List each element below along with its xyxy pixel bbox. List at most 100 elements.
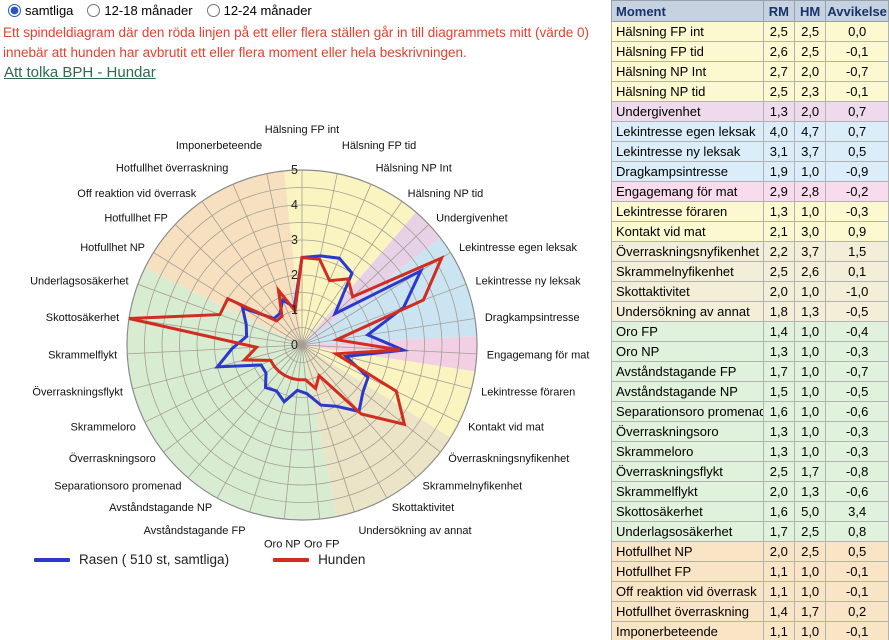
table-row: Skottaktivitet 2,0 1,0 -1,0 [611, 281, 889, 302]
radial-tick-label: 5 [291, 163, 298, 177]
cell-rm: 1,3 [762, 341, 795, 362]
axis-label: Hotfullhet FP [104, 213, 168, 225]
hunden-series-line [128, 255, 445, 427]
axis-label: Hälsning FP int [265, 124, 339, 136]
cell-moment: Skrammeloro [611, 441, 764, 462]
radio-input-12-18[interactable] [87, 4, 101, 17]
radio-input-12-24[interactable] [206, 4, 220, 17]
radial-tick-label: 2 [291, 268, 298, 282]
cell-rm: 2,0 [762, 541, 795, 562]
cell-moment: Hälsning FP int [611, 21, 764, 42]
axis-spoke [301, 224, 430, 346]
table-row: Avståndstagande NP 1,5 1,0 -0,5 [611, 381, 889, 402]
cell-moment: Imponerbeteende [611, 621, 764, 640]
cell-avvikelse: -0,1 [825, 561, 889, 582]
axis-label: Överraskningsoro [69, 453, 156, 465]
cell-avvikelse: -0,9 [825, 161, 889, 182]
cell-hm: 1,0 [793, 161, 827, 182]
axis-label: Lekintresse ny leksak [475, 276, 581, 288]
cell-moment: Skottosäkerhet [611, 501, 764, 522]
cell-hm: 1,7 [793, 601, 827, 622]
table-row: Hälsning NP tid 2,5 2,3 -0,1 [611, 81, 889, 102]
radial-tick-label: 0 [291, 338, 298, 352]
radio-input-samtliga[interactable] [8, 4, 21, 17]
axis-label: Oro FP [304, 539, 339, 550]
axis-spoke [301, 344, 321, 520]
cell-avvikelse: 0,2 [825, 601, 889, 622]
axis-label: Skrammeloro [70, 421, 135, 433]
radio-option-12-18[interactable]: 12-18 månader [87, 3, 193, 18]
axis-spoke [128, 318, 303, 346]
cell-hm: 1,0 [793, 421, 827, 442]
cell-avvikelse: 0,8 [825, 521, 889, 542]
table-row: Hälsning NP Int 2,7 2,0 -0,7 [611, 61, 889, 82]
cell-hm: 2,5 [793, 521, 827, 542]
table-row: Hotfullhet överraskning 1,4 1,7 0,2 [611, 601, 889, 622]
table-row: Överraskningsnyfikenhet 2,2 3,7 1,5 [611, 241, 889, 262]
axis-label: Avståndstagande FP [144, 525, 246, 537]
cell-moment: Engagemang för mat [611, 181, 764, 202]
cell-hm: 5,0 [793, 501, 827, 522]
cell-rm: 1,4 [762, 601, 795, 622]
cell-avvikelse: 0,0 [825, 21, 889, 42]
cell-hm: 2,5 [793, 21, 827, 42]
axis-label: Separationsoro promenad [54, 480, 181, 492]
axis-label: Avståndstagande NP [109, 502, 212, 514]
cell-avvikelse: -0,7 [825, 61, 889, 82]
table-row: Överraskningsoro 1,3 1,0 -0,3 [611, 421, 889, 442]
axis-spoke [301, 344, 441, 453]
axis-spoke [201, 201, 303, 346]
cell-hm: 1,0 [793, 381, 827, 402]
bph-info-link[interactable]: Att tolka BPH - Hundar [4, 64, 156, 81]
table-row: Separationsoro promenad 1,6 1,0 -0,6 [611, 401, 889, 422]
axis-spoke [232, 184, 303, 346]
header-rm: RM [762, 0, 795, 22]
cell-moment: Avståndstagande FP [611, 361, 764, 382]
cell-hm: 2,5 [793, 41, 827, 62]
cell-avvikelse: 0,7 [825, 121, 889, 142]
table-row: Skrammelnyfikenhet 2,5 2,6 0,1 [611, 261, 889, 282]
cell-hm: 2,3 [793, 81, 827, 102]
cell-rm: 1,6 [762, 501, 795, 522]
axis-label: Skottaktivitet [392, 502, 454, 514]
radio-label: 12-24 månader [223, 3, 312, 18]
axis-spoke [301, 184, 372, 346]
legend-label-rasen: Rasen ( 510 st, samtliga) [79, 552, 230, 567]
cell-moment: Lekintresse ny leksak [611, 141, 764, 162]
cell-moment: Hotfullhet NP [611, 541, 764, 562]
radio-option-samtliga[interactable]: samtliga [8, 3, 73, 18]
cell-avvikelse: -0,1 [825, 581, 889, 602]
radial-tick-label: 4 [291, 198, 298, 212]
cell-rm: 1,7 [762, 521, 795, 542]
table-row: Off reaktion vid överrask 1,1 1,0 -0,1 [611, 581, 889, 602]
cell-rm: 2,5 [762, 461, 795, 482]
cell-avvikelse: 3,4 [825, 501, 889, 522]
cell-hm: 1,7 [793, 461, 827, 482]
cell-rm: 2,6 [762, 41, 795, 62]
cell-rm: 2,7 [762, 61, 795, 82]
cell-hm: 3,7 [793, 141, 827, 162]
cell-avvikelse: -0,6 [825, 481, 889, 502]
axis-spoke [127, 344, 303, 355]
cell-avvikelse: -0,1 [825, 41, 889, 62]
radio-label: samtliga [25, 3, 74, 18]
cell-hm: 4,7 [793, 121, 827, 142]
cell-hm: 1,0 [793, 201, 827, 222]
cell-rm: 2,5 [762, 21, 795, 42]
cell-hm: 1,0 [793, 321, 827, 342]
warning-line-2: innebär att hunden har avbrutit ett elle… [3, 45, 467, 61]
table-row: Kontakt vid mat 2,1 3,0 0,9 [611, 221, 889, 242]
table-row: Undersökning av annat 1,8 1,3 -0,5 [611, 301, 889, 322]
cell-moment: Kontakt vid mat [611, 221, 764, 242]
cell-moment: Hotfullhet FP [611, 561, 764, 582]
cell-avvikelse: 0,5 [825, 141, 889, 162]
cell-rm: 2,9 [762, 181, 795, 202]
axis-spoke [301, 344, 460, 423]
cell-moment: Överraskningsnyfikenhet [611, 241, 764, 262]
radio-option-12-24[interactable]: 12-24 månader [206, 3, 312, 18]
axis-spoke [266, 173, 303, 346]
cell-avvikelse: 1,5 [825, 241, 889, 262]
table-row: Överraskningsflykt 2,5 1,7 -0,8 [611, 461, 889, 482]
cell-avvikelse: -0,2 [825, 181, 889, 202]
cell-moment: Off reaktion vid överrask [611, 581, 764, 602]
